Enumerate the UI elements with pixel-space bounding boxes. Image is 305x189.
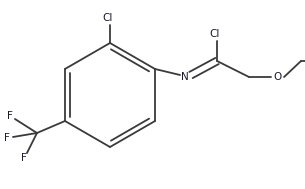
Text: F: F xyxy=(7,111,13,121)
Text: F: F xyxy=(4,133,10,143)
Text: N: N xyxy=(181,72,189,82)
Text: F: F xyxy=(21,153,27,163)
Text: O: O xyxy=(273,72,281,82)
Text: Cl: Cl xyxy=(103,13,113,23)
Text: Cl: Cl xyxy=(210,29,220,39)
